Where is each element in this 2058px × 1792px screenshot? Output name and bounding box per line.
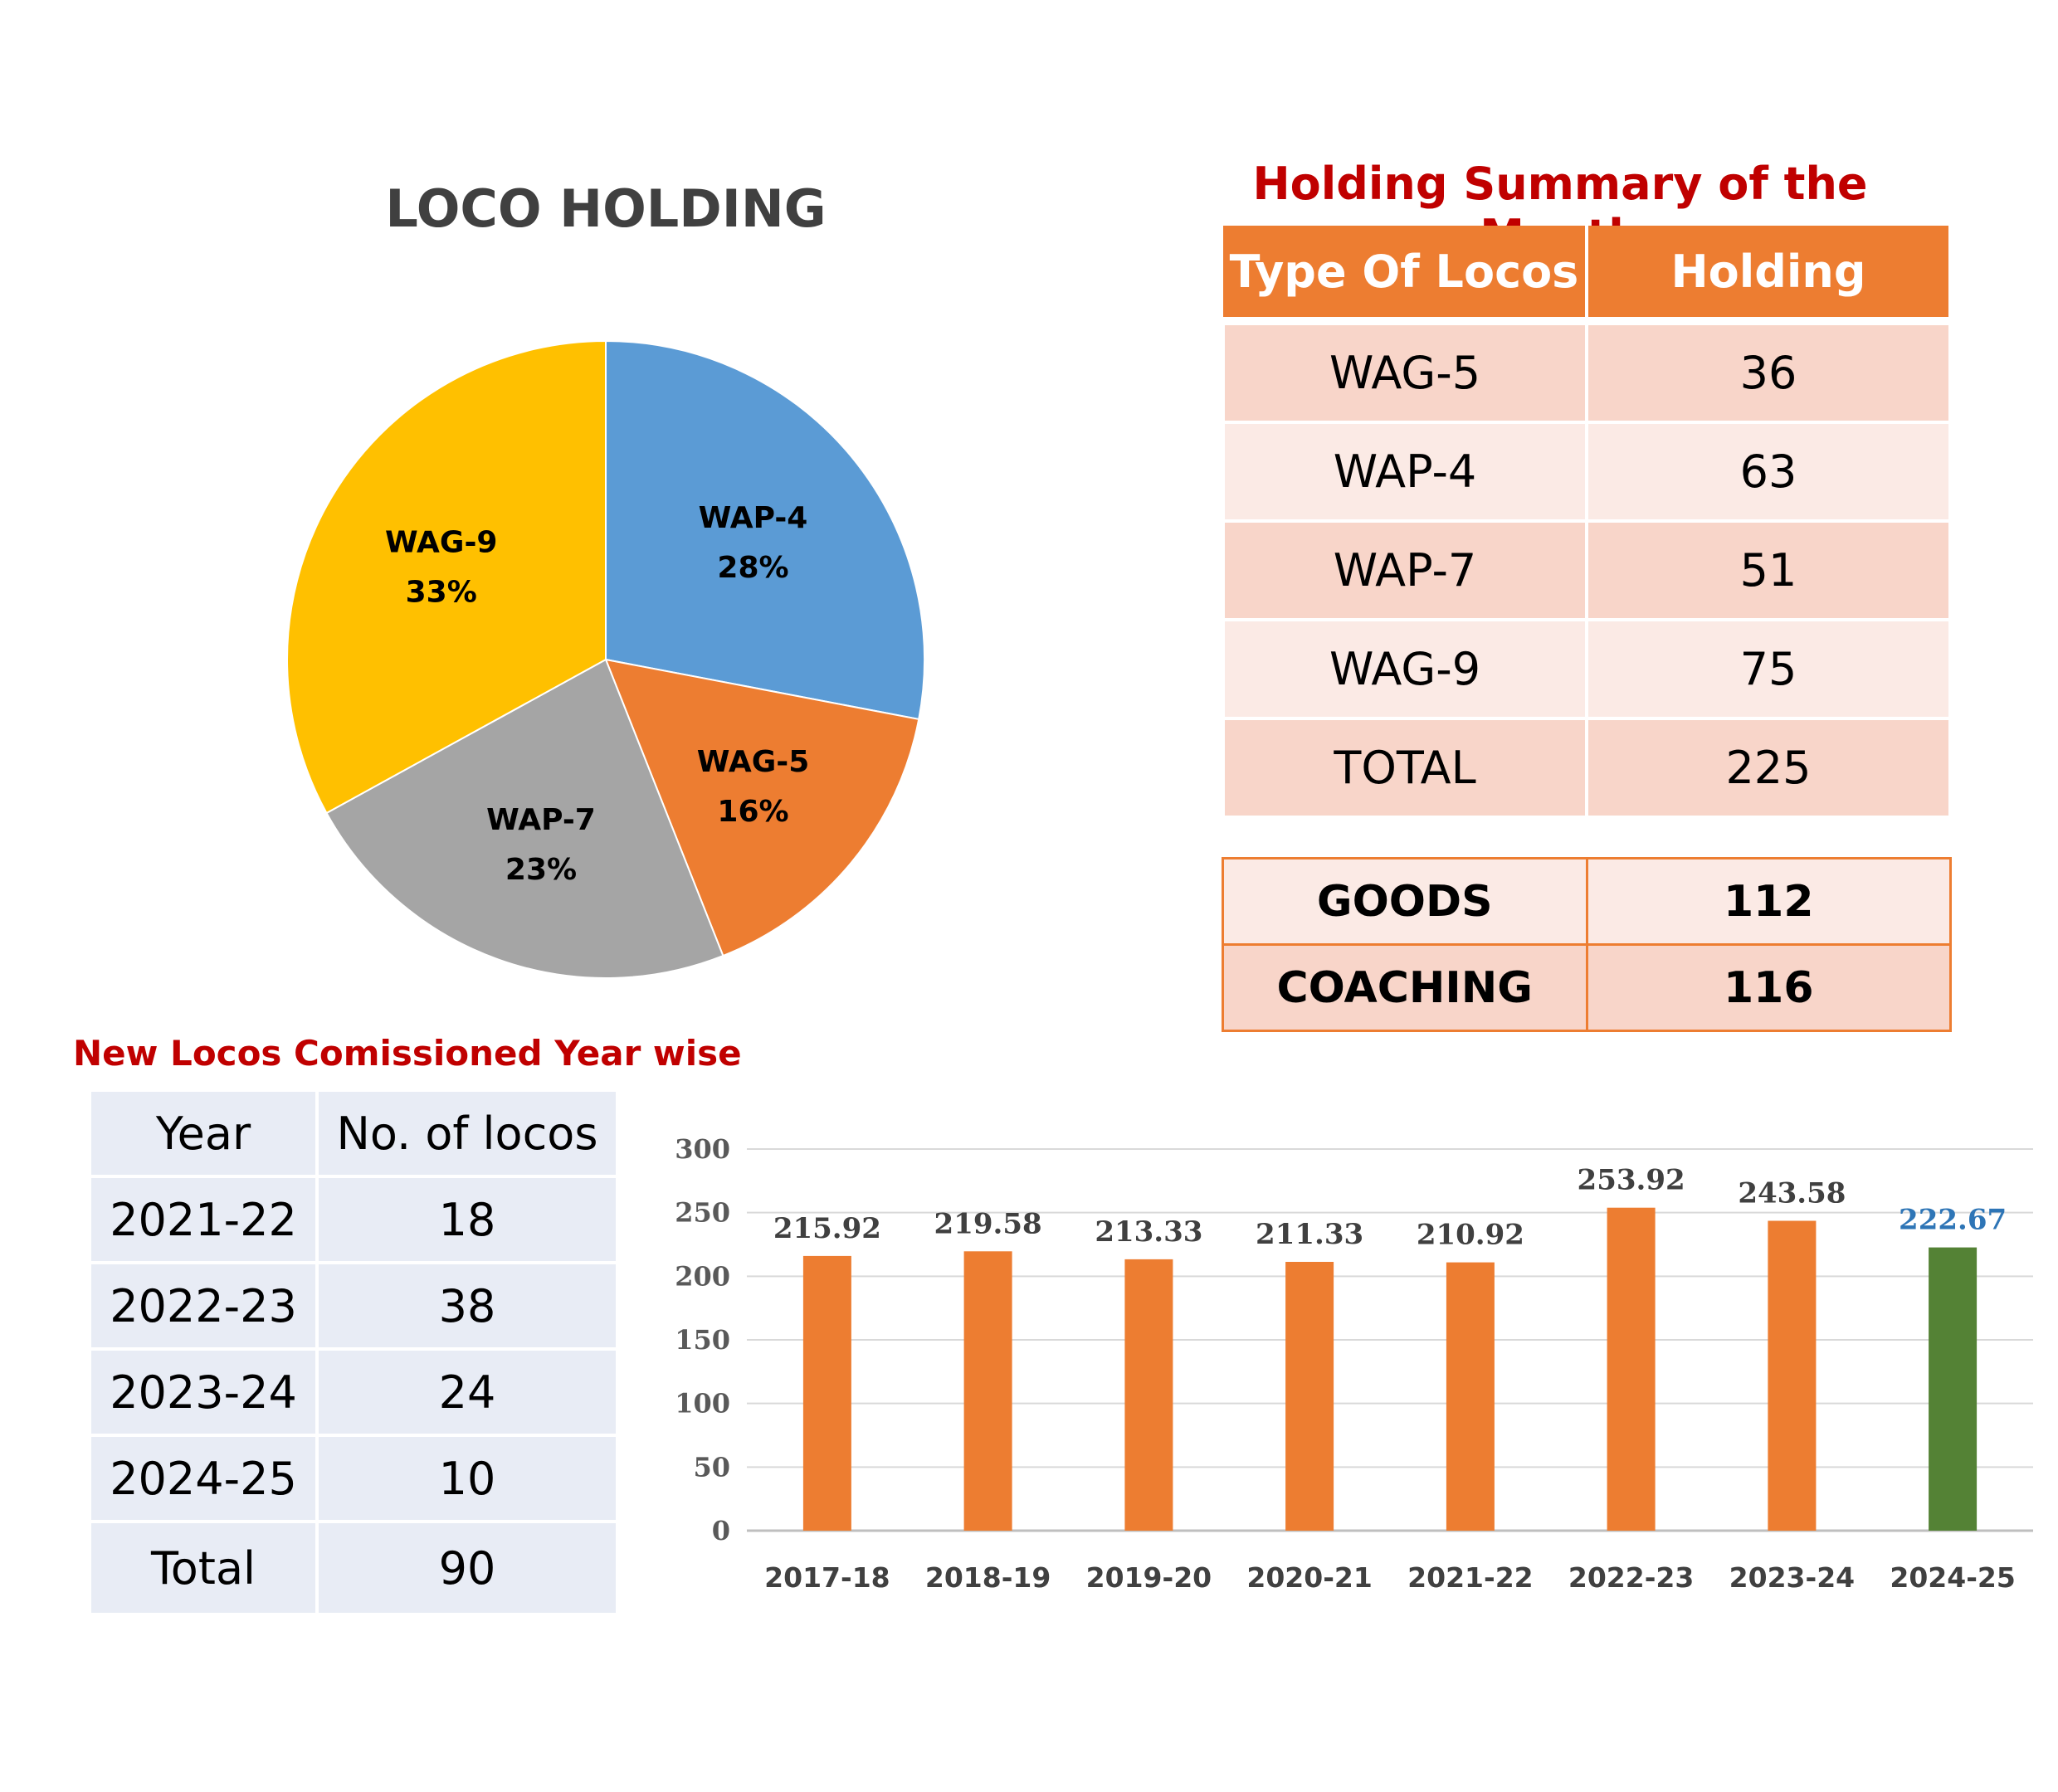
bar-data-label: 215.92 — [773, 1212, 881, 1245]
goods-coaching-table: GOODS 112 COACHING 116 — [1222, 857, 1952, 1032]
year-cell: Total — [88, 1520, 319, 1616]
bar-2024-25 — [1929, 1247, 1978, 1531]
pie-slice-wap-7 — [325, 658, 724, 979]
pie-slice-percent-label: 16% — [717, 795, 788, 829]
new-locos-title: New Locos Comissioned Year wise — [73, 1033, 742, 1074]
bar-data-label: 211.33 — [1256, 1218, 1363, 1251]
holding-summary-table: Type Of Locos Holding WAG-5 36 WAP-4 63 … — [1222, 226, 1952, 819]
loco-type-cell: WAP-7 — [1222, 519, 1588, 621]
year-cell: 2022-23 — [88, 1261, 319, 1351]
bar-data-label: 219.58 — [934, 1207, 1042, 1240]
table-row: 2022-23 38 — [88, 1261, 619, 1351]
table-row: WAG-5 36 — [1222, 319, 1952, 424]
loco-type-cell: WAP-4 — [1222, 421, 1588, 523]
year-cell: 2023-24 — [88, 1347, 319, 1437]
bar-2020-21 — [1285, 1262, 1334, 1531]
holding-cell: 63 — [1585, 421, 1952, 523]
bar-data-label: 253.92 — [1578, 1164, 1685, 1197]
table-header-row: Year No. of locos — [88, 1088, 619, 1178]
loco-holding-pie-chart: WAP-4 28% WAG-5 16% WAP-7 23% WAG-9 33% — [286, 339, 925, 979]
column-header-year: Year — [88, 1088, 319, 1178]
table-row-goods: GOODS 112 — [1222, 857, 1952, 946]
loco-type-cell: WAG-5 — [1222, 319, 1588, 424]
y-tick-label: 250 — [675, 1197, 730, 1229]
table-row-total: Total 90 — [88, 1520, 619, 1616]
y-tick-label: 200 — [675, 1260, 730, 1292]
pie-slice-percent-label: 33% — [406, 576, 477, 610]
year-cell: 2024-25 — [88, 1434, 319, 1523]
pie-slice-category-label: WAG-5 — [697, 745, 810, 779]
holding-cell: 225 — [1585, 717, 1952, 819]
loco-type-cell: WAG-9 — [1222, 618, 1588, 720]
x-tick-label: 2021-22 — [1407, 1561, 1533, 1594]
x-tick-label: 2020-21 — [1246, 1561, 1372, 1594]
bar-data-label: 213.33 — [1095, 1215, 1202, 1249]
pie-slice-wag-9 — [286, 339, 607, 815]
count-cell: 10 — [315, 1434, 619, 1523]
pie-slice-wag-5 — [604, 658, 920, 957]
pie-chart-title: LOCO HOLDING — [385, 178, 827, 239]
y-tick-label: 300 — [675, 1133, 730, 1165]
category-label-cell: GOODS — [1222, 857, 1588, 946]
table-row: WAG-9 75 — [1222, 618, 1952, 720]
bar-data-label: 222.67 — [1899, 1204, 2007, 1237]
year-cell: 2021-22 — [88, 1175, 319, 1264]
count-cell: 18 — [315, 1175, 619, 1264]
count-cell: 90 — [315, 1520, 619, 1616]
x-tick-label: 2017-18 — [764, 1561, 890, 1594]
bar-2022-23 — [1607, 1207, 1656, 1531]
y-tick-label: 150 — [675, 1324, 730, 1356]
bar-2018-19 — [963, 1251, 1012, 1531]
y-tick-label: 100 — [675, 1388, 730, 1419]
bar-2023-24 — [1768, 1220, 1817, 1531]
y-tick-label: 0 — [712, 1515, 730, 1546]
y-tick-label: 50 — [693, 1451, 730, 1483]
yearly-bar-chart: 0 50 100 150 200 250 300 215.92 219.58 213.33 211… — [675, 1133, 2033, 1594]
count-cell: 38 — [315, 1261, 619, 1351]
category-label-cell: COACHING — [1222, 943, 1588, 1032]
pie-slice-category-label: WAG-9 — [385, 526, 497, 560]
holding-cell: 51 — [1585, 519, 1952, 621]
count-cell: 24 — [315, 1347, 619, 1437]
x-tick-label: 2024-25 — [1890, 1561, 2015, 1594]
x-tick-label: 2022-23 — [1568, 1561, 1694, 1594]
x-tick-label: 2019-20 — [1086, 1561, 1212, 1594]
table-row: 2021-22 18 — [88, 1175, 619, 1264]
table-row-coaching: COACHING 116 — [1222, 943, 1952, 1032]
new-locos-table: Year No. of locos 2021-22 18 2022-23 38 … — [88, 1088, 619, 1616]
holding-cell: 75 — [1585, 618, 1952, 720]
category-value-cell: 116 — [1585, 943, 1952, 1032]
pie-slice-percent-label: 28% — [717, 551, 788, 585]
pie-slice-category-label: WAP-7 — [486, 803, 596, 837]
table-row: 2024-25 10 — [88, 1434, 619, 1523]
table-row-total: TOTAL 225 — [1222, 717, 1952, 819]
bar-2017-18 — [802, 1255, 851, 1531]
bar-data-label: 210.92 — [1417, 1219, 1524, 1252]
table-row: WAP-7 51 — [1222, 519, 1952, 621]
column-header-count: No. of locos — [315, 1088, 619, 1178]
pie-slice-category-label: WAP-4 — [699, 501, 808, 535]
x-tick-label: 2023-24 — [1729, 1561, 1855, 1594]
bar-2019-20 — [1124, 1259, 1173, 1531]
table-row: WAP-4 63 — [1222, 421, 1952, 523]
x-tick-label: 2018-19 — [925, 1561, 1051, 1594]
bar-data-label: 243.58 — [1738, 1177, 1846, 1210]
category-value-cell: 112 — [1585, 857, 1952, 946]
column-header-type: Type Of Locos — [1223, 226, 1588, 325]
column-header-holding: Holding — [1587, 226, 1952, 325]
table-header-row: Type Of Locos Holding — [1223, 226, 1952, 325]
table-row: 2023-24 24 — [88, 1347, 619, 1437]
pie-slice-wap-4 — [605, 339, 925, 721]
loco-type-cell: TOTAL — [1222, 717, 1588, 819]
bar-2021-22 — [1446, 1262, 1495, 1531]
holding-cell: 36 — [1585, 319, 1952, 424]
pie-slice-percent-label: 23% — [505, 853, 577, 887]
